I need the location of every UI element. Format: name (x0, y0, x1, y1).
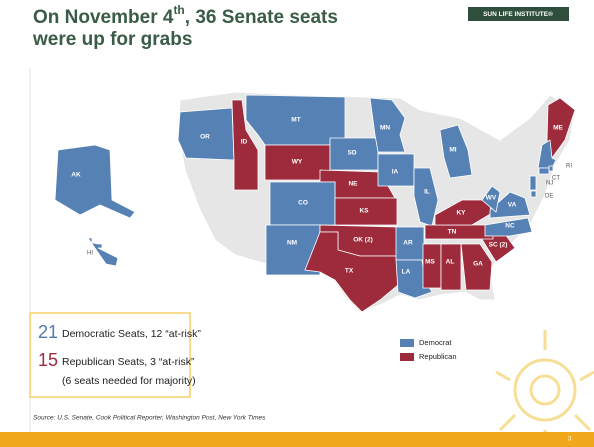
dem-count: 21 (38, 322, 58, 342)
state-label: TN (448, 229, 457, 236)
state-label: SD (347, 150, 356, 157)
state-label: VA (508, 202, 517, 209)
state (489, 191, 531, 219)
state (422, 243, 442, 289)
state (54, 144, 136, 219)
legend-swatch (400, 339, 414, 347)
rep-count: 15 (38, 350, 58, 370)
state-label: RI (566, 164, 572, 170)
title: On November 4th, 36 Senate seats (33, 3, 338, 28)
footer-bar (0, 432, 594, 447)
state-label: CT (552, 176, 560, 182)
state-label: NJ (546, 181, 553, 187)
rep-text: Republican Seats, 3 “at-risk” (62, 356, 195, 368)
state-label: OK (2) (353, 237, 373, 244)
state-label: ID (241, 139, 248, 146)
source: Source: U.S. Senate, Cook Political Repo… (33, 415, 266, 422)
state-label: AR (403, 240, 413, 247)
logo-box (468, 7, 569, 21)
state (369, 97, 406, 153)
state-label: MI (449, 147, 456, 154)
state-label: KS (359, 208, 369, 215)
state-label: WV (486, 195, 497, 202)
state-label: TX (345, 268, 354, 275)
state-label: HI (87, 251, 93, 257)
legend-label: Republican (419, 352, 457, 361)
state-label: AL (446, 259, 455, 266)
state (530, 190, 537, 198)
state-label: GA (473, 261, 483, 268)
state-label: CO (298, 200, 308, 207)
state (304, 231, 401, 313)
state (87, 237, 119, 267)
logo: SUN LIFE INSTITUTE® (483, 10, 553, 18)
state-label: AK (71, 172, 81, 179)
page-number: 3 (568, 437, 572, 443)
state-label: MN (380, 125, 390, 132)
state-label: IL (424, 189, 430, 196)
state (177, 107, 235, 161)
state (231, 99, 259, 191)
state-label: NM (287, 240, 297, 247)
state-label: SC (2) (489, 242, 508, 249)
state-label: IA (392, 169, 399, 176)
state-label: MT (291, 117, 300, 124)
state-label: DE (545, 194, 553, 200)
state (484, 217, 533, 237)
state-label: ME (553, 125, 563, 132)
state (439, 124, 473, 179)
state (334, 197, 398, 226)
state (538, 167, 550, 175)
state (265, 224, 321, 276)
state-label: MS (425, 259, 435, 266)
state (548, 165, 554, 172)
state (440, 243, 462, 291)
note: (6 seats needed for majority) (62, 375, 196, 387)
state-label: NC (505, 223, 515, 230)
state-label: LA (402, 269, 411, 276)
state (529, 175, 537, 191)
state (481, 185, 501, 213)
state-label: WY (292, 159, 303, 166)
state-label: OR (200, 134, 210, 141)
state-label: KY (456, 210, 466, 217)
legend-label: Democrat (419, 338, 452, 347)
state (537, 139, 557, 169)
summary-box (29, 312, 191, 398)
state (460, 243, 493, 291)
legend-swatch (400, 353, 414, 361)
state-label: NE (348, 181, 358, 188)
dem-text: Democratic Seats, 12 “at-risk” (62, 328, 201, 340)
title-line: were up for grabs (32, 29, 192, 50)
state (546, 97, 576, 159)
state (424, 224, 494, 240)
